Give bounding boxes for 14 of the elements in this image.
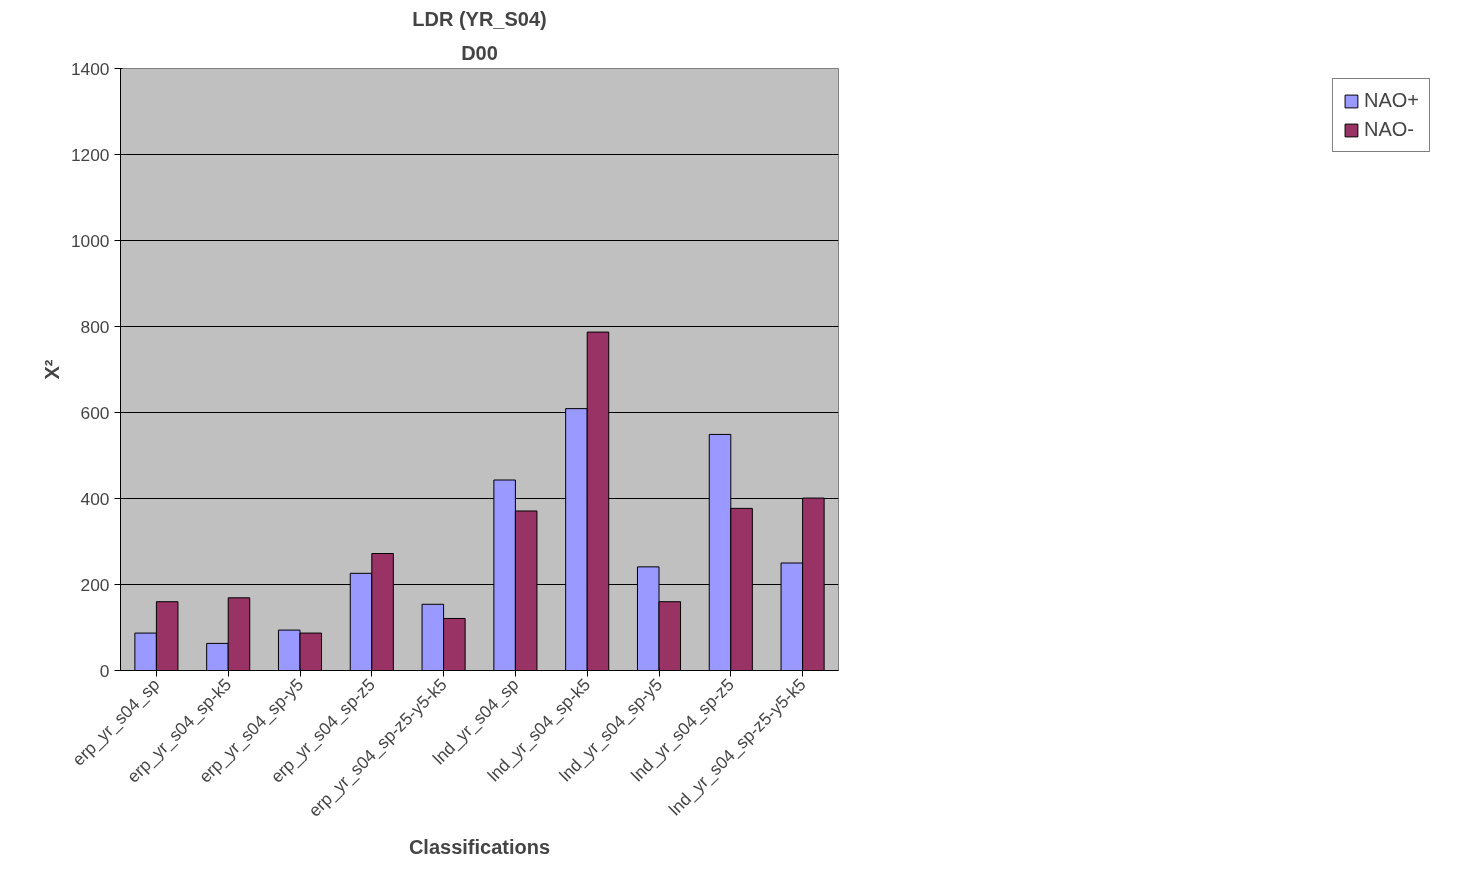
legend-label: NAO+ [1363, 89, 1419, 112]
y-axis-title: X² [40, 359, 63, 380]
chart-title: LDR (YR_S04) [412, 7, 547, 30]
x-axis-title: Classifications [408, 835, 551, 858]
y-tick-label: 1400 [70, 58, 110, 79]
y-tick-label: 1000 [70, 230, 110, 251]
y-tick-label: 800 [80, 316, 110, 337]
legend-label: NAO- [1363, 118, 1414, 141]
y-tick-label: 200 [80, 574, 110, 595]
chart-subtitle: D00 [461, 41, 498, 64]
y-tick-label: 400 [80, 488, 110, 509]
y-tick-label: 1200 [70, 144, 110, 165]
y-tick-label: 600 [80, 402, 110, 423]
y-tick-label: 0 [99, 660, 110, 681]
